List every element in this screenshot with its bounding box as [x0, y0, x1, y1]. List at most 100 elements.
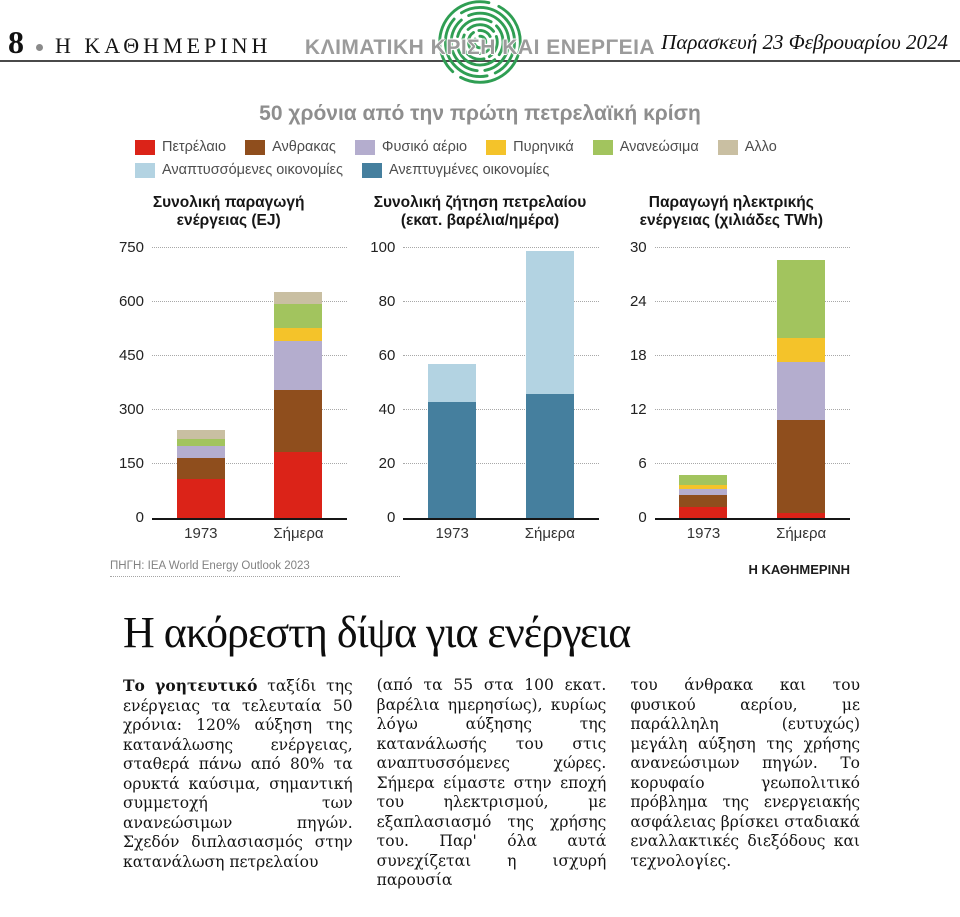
legend-row-fuels: Πετρέλαιο Ανθρακας Φυσικό αέριο Πυρηνικά Ανα…: [135, 139, 850, 155]
y-tick-label-450: 450: [118, 347, 144, 364]
legend-label-oil: Πετρέλαιο: [162, 139, 227, 155]
bar-segment-developing: [428, 364, 477, 402]
bar-segment-renewables: [274, 304, 323, 329]
stacked-bar-Σήμερα: [274, 292, 323, 518]
article-lead: Το γοητευτικό: [123, 676, 258, 695]
y-tick-label-60: 60: [378, 347, 396, 364]
source-row: ΠΗΓΗ: IEA World Energy Outlook 2023 Η ΚΑ…: [110, 560, 850, 577]
bars-container: [655, 248, 850, 518]
chart-title-line: Συνολική ζήτηση πετρελαίου: [373, 194, 587, 211]
gridline-80: [403, 301, 599, 302]
bar-segment-coal: [274, 389, 323, 452]
bar-segment-coal: [679, 494, 728, 508]
charts-row: Συνολική παραγωγή ενέργειας (EJ) 0 150 300 45…: [110, 194, 850, 542]
x-axis-labels: 1973 Σήμερα: [152, 525, 347, 542]
y-axis-labels: 0 150 300 450 600 750: [110, 240, 152, 526]
article-text: ταξίδι της ενέργειας τα τελευταία 50 χρό…: [123, 677, 353, 871]
article-column-2: (από τα 55 στα 100 εκατ. βαρέλια ημερησί…: [377, 676, 607, 891]
gridline-6: [654, 463, 850, 464]
chart-2: Συνολική ζήτηση πετρελαίου (εκατ. βαρέλια…: [361, 194, 599, 542]
legend-swatch-developing: [135, 162, 155, 178]
gridline-60: [403, 355, 599, 356]
gridline-20: [403, 463, 599, 464]
legend-item-nuclear: Πυρηνικά: [486, 139, 574, 155]
article-text: του άνθρακα και του φυσικού αερίου, με π…: [630, 676, 861, 870]
chart-body-2: 0 20 40 60 80 100: [361, 240, 599, 526]
gridline-150: [152, 463, 348, 464]
stacked-bar-1973: [679, 474, 728, 518]
legend-swatch-nuclear: [486, 139, 507, 155]
page-number: 8: [8, 24, 24, 60]
legend-label-nuclear: Πυρηνικά: [513, 139, 574, 155]
gridline-12: [654, 409, 850, 410]
header-left: 8 Η ΚΑΘΗΜΕΡΙΝΗ: [8, 24, 271, 61]
legend-label-developing: Αναπτυσσόμενες οικονομίες: [162, 162, 343, 178]
infographic-credit: Η ΚΑΘΗΜΕΡΙΝΗ: [748, 562, 851, 577]
plot-area-3: [654, 247, 850, 520]
y-axis-labels: 0 20 40 60 80 100: [361, 240, 403, 526]
gridline-24: [654, 301, 850, 302]
chart-body-3: 0 6 12 18 24 30: [613, 240, 850, 526]
bars-container: [152, 248, 347, 518]
gridline-18: [654, 355, 850, 356]
legend-item-developing: Αναπτυσσόμενες οικονομίες: [135, 162, 343, 178]
stacked-bar-1973: [428, 364, 477, 518]
legend-item-coal: Ανθρακας: [245, 139, 336, 155]
header-center: ΚΛΙΜΑΤΙΚΗ ΚΡΙΣΗ ΚΑΙ ΕΝΕΡΓΕΙΑ: [270, 0, 690, 88]
bar-segment-oil: [777, 512, 826, 518]
y-tick-label-750: 750: [118, 239, 144, 256]
legend-label-coal: Ανθρακας: [272, 139, 336, 155]
x-category-label: Σήμερα: [524, 525, 575, 542]
chart-title-line: ενέργειας (χιλιάδες TWh): [639, 212, 824, 230]
masthead: Η ΚΑΘΗΜΕΡΙΝΗ: [55, 33, 272, 58]
y-tick-label-12: 12: [629, 401, 647, 418]
y-tick-label-150: 150: [118, 455, 144, 472]
gridline-40: [403, 409, 599, 410]
stacked-bar-Σήμερα: [525, 250, 574, 518]
x-axis-labels: 1973 Σήμερα: [655, 525, 850, 542]
legend-label-gas: Φυσικό αέριο: [381, 139, 468, 155]
legend-item-renewables: Ανανεώσιμα: [592, 139, 699, 155]
bar-segment-developed: [428, 401, 477, 518]
y-tick-label-300: 300: [118, 401, 144, 418]
bar-segment-nuclear: [274, 328, 323, 342]
article-column-1: Το γοητευτικό ταξίδι της ενέργειας τα τε…: [123, 676, 353, 891]
y-tick-label-80: 80: [378, 293, 396, 310]
source-note: ΠΗΓΗ: IEA World Energy Outlook 2023: [110, 560, 400, 577]
chart-title-line: Παραγωγή ηλεκτρικής: [648, 194, 814, 211]
bar-segment-coal: [176, 457, 225, 480]
bar-segment-gas: [777, 362, 826, 420]
gridline-100: [403, 247, 599, 248]
x-axis-labels: 1973 Σήμερα: [403, 525, 598, 542]
article-columns: Το γοητευτικό ταξίδι της ενέργειας τα τε…: [123, 676, 860, 891]
y-tick-label-600: 600: [118, 293, 144, 310]
legend-label-renewables: Ανανεώσιμα: [619, 139, 699, 155]
legend-row-economies: Αναπτυσσόμενες οικονομίες Ανεπτυγμένες οι…: [135, 162, 850, 178]
legend-item-gas: Φυσικό αέριο: [354, 139, 468, 155]
gridline-30: [654, 247, 850, 248]
chart-3: Παραγωγή ηλεκτρικής ενέργειας (χιλιάδες T…: [613, 194, 850, 542]
legend-item-developed: Ανεπτυγμένες οικονομίες: [361, 162, 549, 178]
y-tick-label-6: 6: [638, 455, 647, 472]
bar-segment-coal: [777, 419, 826, 513]
legend-swatch-other: [717, 139, 738, 155]
y-tick-label-20: 20: [378, 455, 396, 472]
bar-segment-renewables: [777, 259, 826, 339]
y-tick-label-0: 0: [638, 509, 647, 526]
stacked-bar-Σήμερα: [777, 259, 826, 518]
page-header: 8 Η ΚΑΘΗΜΕΡΙΝΗ ΚΛΙΜΑΤΙΚΗ ΚΡΙΣΗ ΚΑΙ ΕΝΕΡΓ…: [0, 0, 960, 88]
chart-title-line: Συνολική παραγωγή: [152, 194, 305, 211]
y-tick-label-0: 0: [135, 509, 144, 526]
bar-segment-renewables: [679, 474, 728, 485]
y-tick-label-100: 100: [370, 239, 396, 256]
bar-segment-nuclear: [679, 484, 728, 490]
bar-segment-nuclear: [777, 338, 826, 363]
bar-segment-oil: [274, 451, 323, 518]
bar-segment-developing: [525, 250, 574, 394]
article-column-3: του άνθρακα και του φυσικού αερίου, με π…: [630, 676, 860, 891]
legend-item-oil: Πετρέλαιο: [135, 139, 226, 155]
chart-title-line: (εκατ. βαρέλια/ημέρα): [400, 212, 560, 230]
bar-segment-gas: [679, 489, 728, 495]
gridline-450: [152, 355, 348, 356]
y-tick-label-0: 0: [386, 509, 396, 526]
